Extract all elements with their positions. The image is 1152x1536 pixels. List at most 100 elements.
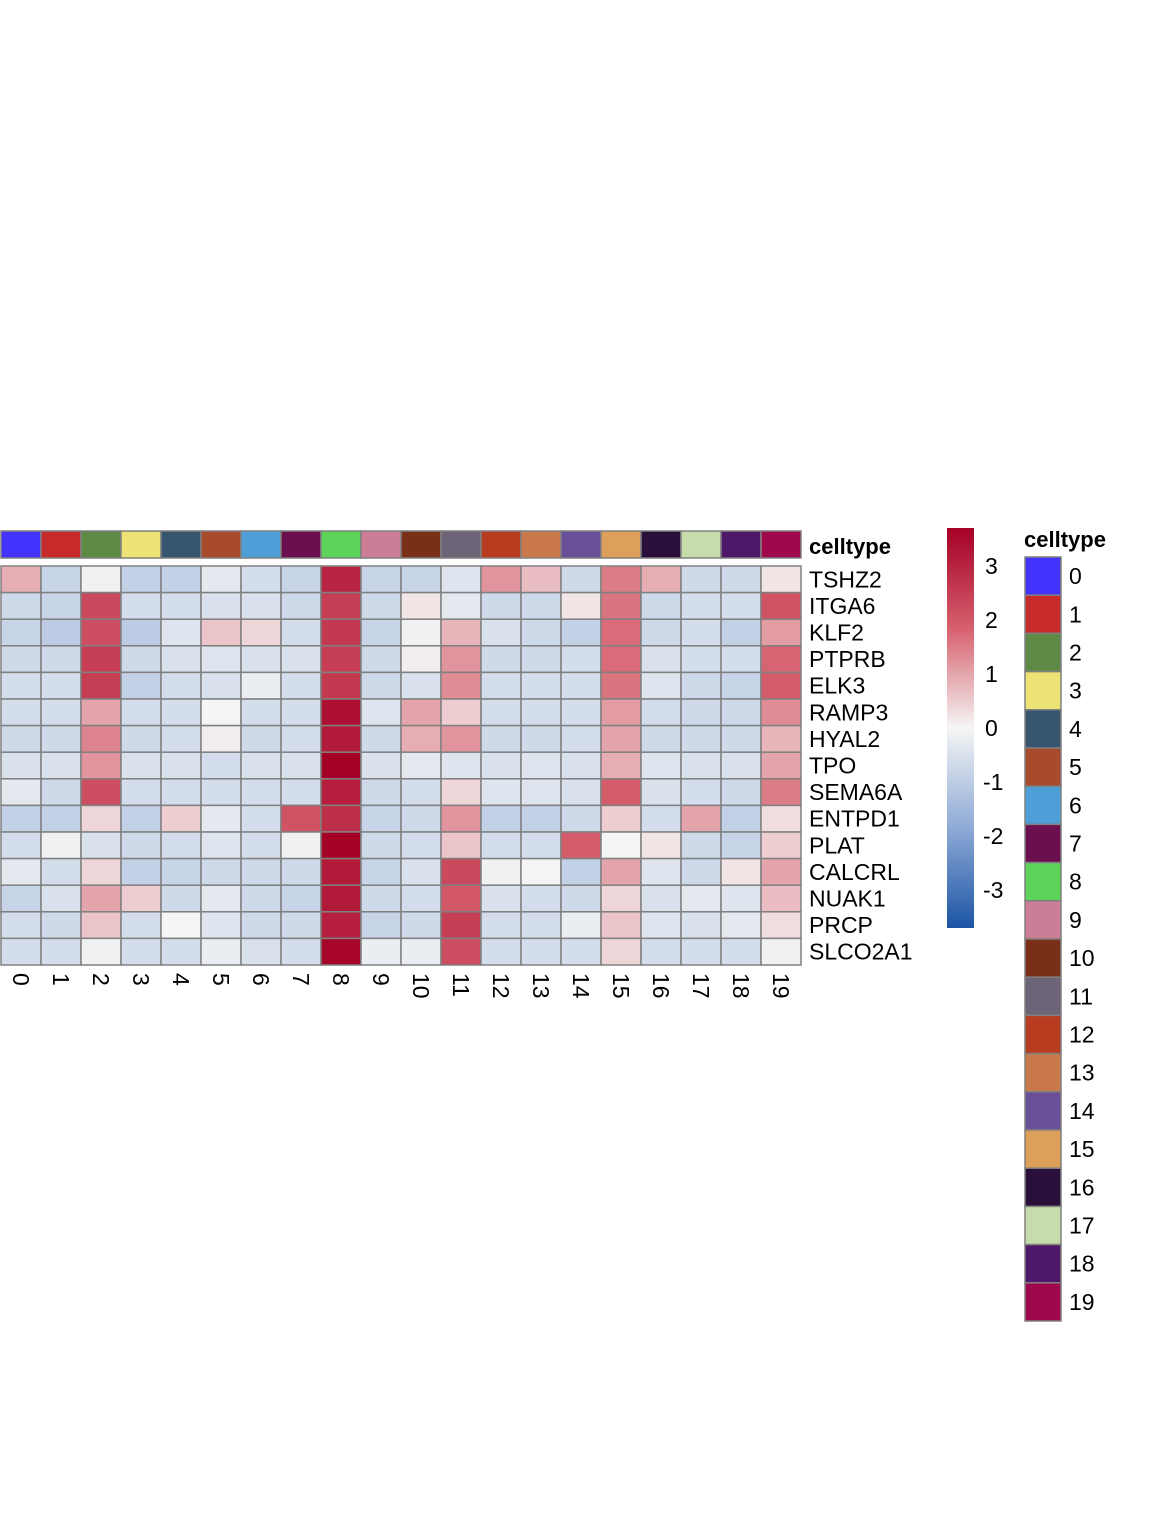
heatmap-cell	[400, 937, 442, 966]
heatmap-cell	[120, 804, 162, 833]
heatmap-cell	[720, 831, 762, 860]
colorbar-tick-label: -2	[983, 823, 1003, 849]
heatmap-cell	[240, 698, 282, 727]
heatmap-cell	[480, 698, 522, 727]
column-label: 16	[648, 973, 674, 999]
column-label: 4	[168, 973, 194, 986]
heatmap-cell	[0, 565, 42, 594]
heatmap-cell	[520, 751, 562, 780]
heatmap-cell	[320, 645, 362, 674]
heatmap-cell	[600, 645, 642, 674]
heatmap-cell	[200, 857, 242, 886]
heatmap-cell	[760, 591, 802, 620]
column-label: 6	[248, 973, 274, 986]
heatmap-cell	[360, 831, 402, 860]
annotation-cell	[400, 530, 442, 559]
heatmap-cell	[40, 857, 82, 886]
heatmap-cell	[480, 804, 522, 833]
annotation-cell	[640, 530, 682, 559]
heatmap-cell	[120, 751, 162, 780]
heatmap-cell	[200, 724, 242, 753]
heatmap-cell	[80, 671, 122, 700]
annotation-cell	[240, 530, 282, 559]
annotation-cell	[160, 530, 202, 559]
heatmap-cell	[560, 645, 602, 674]
legend-swatch	[1024, 861, 1062, 902]
heatmap-cell	[240, 778, 282, 807]
heatmap-cell	[760, 565, 802, 594]
heatmap-cell	[200, 645, 242, 674]
legend-label: 13	[1069, 1060, 1095, 1086]
row-label: SEMA6A	[809, 779, 903, 805]
colorbar-tick-label: 1	[985, 661, 998, 687]
heatmap-cell	[160, 671, 202, 700]
heatmap-cell	[320, 565, 362, 594]
heatmap-cell	[280, 671, 322, 700]
heatmap-cell	[280, 937, 322, 966]
heatmap-cell	[720, 937, 762, 966]
heatmap-cell	[720, 565, 762, 594]
heatmap-cell	[480, 618, 522, 647]
heatmap-cell	[640, 698, 682, 727]
legend-swatch	[1024, 1167, 1062, 1208]
heatmap-cell	[400, 778, 442, 807]
heatmap-cell	[200, 671, 242, 700]
heatmap-cell	[80, 591, 122, 620]
heatmap-cell	[280, 565, 322, 594]
heatmap-cell	[160, 591, 202, 620]
heatmap-cell	[440, 751, 482, 780]
heatmap-cell	[40, 565, 82, 594]
heatmap-cell	[440, 831, 482, 860]
heatmap-cell	[520, 937, 562, 966]
heatmap-cell	[240, 618, 282, 647]
heatmap-cell	[280, 831, 322, 860]
row-label: ELK3	[809, 673, 865, 699]
heatmap-cell	[440, 857, 482, 886]
heatmap-cell	[0, 804, 42, 833]
heatmap-cell	[120, 911, 162, 940]
legend-swatch	[1024, 823, 1062, 864]
legend-label: 15	[1069, 1136, 1095, 1162]
celltype-annotation-bar	[0, 530, 802, 559]
heatmap-cell	[200, 884, 242, 913]
heatmap-cell	[720, 804, 762, 833]
heatmap-cell	[120, 831, 162, 860]
heatmap-cell	[440, 671, 482, 700]
colorbar-tick-label: 0	[985, 715, 998, 741]
heatmap-cell	[160, 778, 202, 807]
heatmap-cell	[160, 724, 202, 753]
row-label: SLCO2A1	[809, 939, 913, 965]
heatmap-cell	[560, 698, 602, 727]
heatmap-cell	[80, 831, 122, 860]
heatmap-cell	[680, 751, 722, 780]
row-label: TSHZ2	[809, 566, 882, 592]
heatmap-cell	[280, 778, 322, 807]
column-label: 19	[768, 973, 794, 999]
heatmap-cell	[0, 645, 42, 674]
heatmap-cell	[680, 884, 722, 913]
row-label: ENTPD1	[809, 806, 900, 832]
heatmap-cell	[280, 804, 322, 833]
legend-label: 17	[1069, 1213, 1095, 1239]
heatmap-cell	[360, 671, 402, 700]
heatmap-cell	[560, 751, 602, 780]
heatmap-cell	[80, 724, 122, 753]
legend-swatch	[1024, 594, 1062, 635]
legend-label: 19	[1069, 1289, 1095, 1315]
row-labels: TSHZ2ITGA6KLF2PTPRBELK3RAMP3HYAL2TPOSEMA…	[809, 566, 913, 964]
heatmap-cell	[440, 565, 482, 594]
heatmap-cell	[640, 724, 682, 753]
heatmap-cell	[600, 804, 642, 833]
heatmap-cell	[520, 857, 562, 886]
heatmap-cell	[760, 618, 802, 647]
column-label: 2	[88, 973, 114, 986]
heatmap-cell	[720, 884, 762, 913]
heatmap-cell	[240, 645, 282, 674]
row-label: PLAT	[809, 832, 865, 858]
heatmap-cell	[0, 884, 42, 913]
annotation-cell	[200, 530, 242, 559]
heatmap-cell	[120, 565, 162, 594]
heatmap-cell	[480, 724, 522, 753]
heatmap-cell	[680, 857, 722, 886]
